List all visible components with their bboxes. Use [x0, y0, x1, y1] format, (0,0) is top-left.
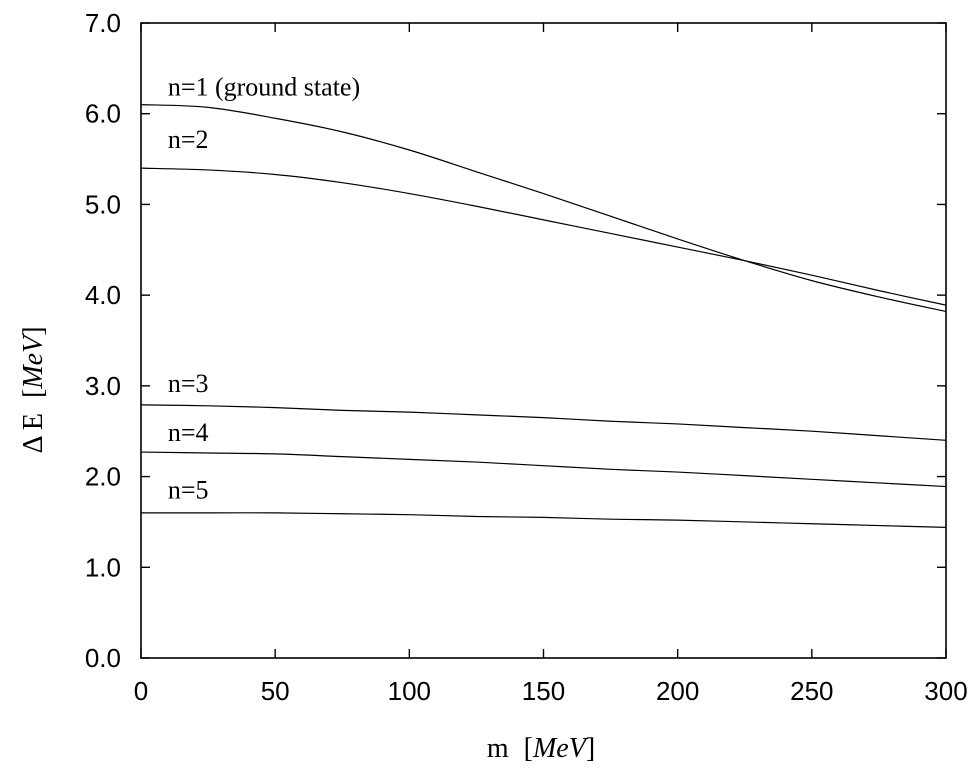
x-tick-label: 100	[388, 676, 431, 706]
x-tick-label: 50	[261, 676, 290, 706]
x-axis-label: m [MeV]	[487, 733, 595, 764]
x-tick-label: 150	[522, 676, 565, 706]
x-axis-unit-open: [	[524, 733, 533, 764]
series-annotation-n2: n=2	[168, 125, 209, 154]
x-tick-label: 250	[790, 676, 833, 706]
x-axis-unit: MeV	[532, 733, 589, 764]
y-tick-label: 3.0	[85, 371, 121, 401]
series-lines	[140, 104, 947, 528]
y-axis-unit: MeV	[18, 333, 49, 390]
y-tick-label: 0.0	[85, 643, 121, 673]
series-line-n3	[140, 404, 947, 441]
y-axis-label: Δ E [MeV]	[18, 326, 49, 453]
series-annotation-n3: n=3	[168, 369, 209, 398]
series-annotation-n4: n=4	[168, 418, 209, 447]
series-annotations: n=1 (ground state) n=2 n=3 n=4 n=5	[168, 73, 360, 505]
y-tick-label: 4.0	[85, 280, 121, 310]
x-axis-symbol: m	[487, 733, 509, 764]
series-annotation-n1: n=1 (ground state)	[168, 73, 360, 102]
y-axis-ticks: 0.0 1.0 2.0 3.0 4.0 5.0 6.0 7.0	[85, 8, 946, 673]
series-line-n1	[140, 104, 947, 313]
x-tick-label: 200	[656, 676, 699, 706]
y-axis-symbol: Δ E	[18, 413, 49, 454]
x-tick-label: 300	[924, 676, 967, 706]
y-tick-label: 6.0	[85, 99, 121, 129]
y-tick-label: 2.0	[85, 462, 121, 492]
x-axis-ticks: 0 50 100 150 200 250 300	[134, 23, 968, 706]
series-line-n5	[140, 512, 947, 528]
y-axis-unit-close: ]	[18, 326, 49, 335]
x-tick-label: 0	[134, 676, 148, 706]
series-line-n4	[140, 451, 947, 488]
y-tick-label: 7.0	[85, 8, 121, 38]
x-axis-unit-close: ]	[586, 733, 595, 764]
plot-frame	[140, 22, 947, 659]
series-annotation-n5: n=5	[168, 475, 209, 504]
y-tick-label: 1.0	[85, 552, 121, 582]
series-line-n2	[140, 167, 947, 306]
y-axis-unit-open: [	[18, 389, 49, 398]
y-tick-label: 5.0	[85, 189, 121, 219]
